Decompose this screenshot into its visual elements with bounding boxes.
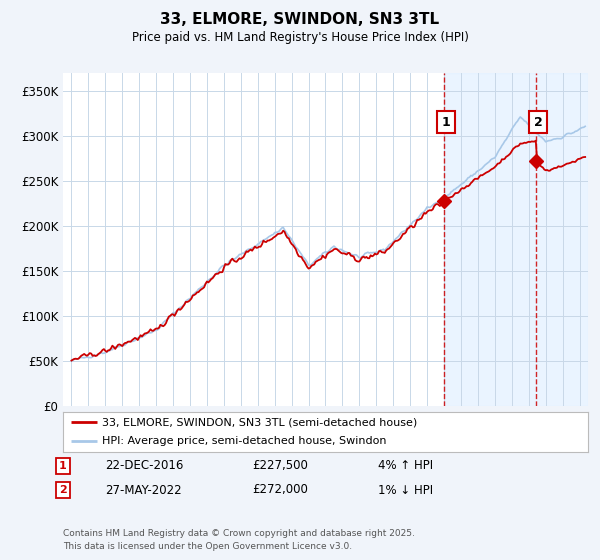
Text: 2: 2: [534, 116, 542, 129]
Text: Price paid vs. HM Land Registry's House Price Index (HPI): Price paid vs. HM Land Registry's House …: [131, 31, 469, 44]
Text: Contains HM Land Registry data © Crown copyright and database right 2025.
This d: Contains HM Land Registry data © Crown c…: [63, 529, 415, 550]
Text: £227,500: £227,500: [252, 459, 308, 473]
Text: £272,000: £272,000: [252, 483, 308, 497]
Text: 33, ELMORE, SWINDON, SN3 3TL (semi-detached house): 33, ELMORE, SWINDON, SN3 3TL (semi-detac…: [103, 418, 418, 427]
Text: 4% ↑ HPI: 4% ↑ HPI: [378, 459, 433, 473]
Text: 1% ↓ HPI: 1% ↓ HPI: [378, 483, 433, 497]
Text: 22-DEC-2016: 22-DEC-2016: [105, 459, 184, 473]
Bar: [443, 73, 588, 406]
Text: 2: 2: [59, 485, 67, 495]
Text: 1: 1: [442, 116, 451, 129]
Text: 33, ELMORE, SWINDON, SN3 3TL: 33, ELMORE, SWINDON, SN3 3TL: [160, 12, 440, 27]
Text: 1: 1: [59, 461, 67, 471]
Text: HPI: Average price, semi-detached house, Swindon: HPI: Average price, semi-detached house,…: [103, 436, 387, 446]
Text: 27-MAY-2022: 27-MAY-2022: [105, 483, 182, 497]
